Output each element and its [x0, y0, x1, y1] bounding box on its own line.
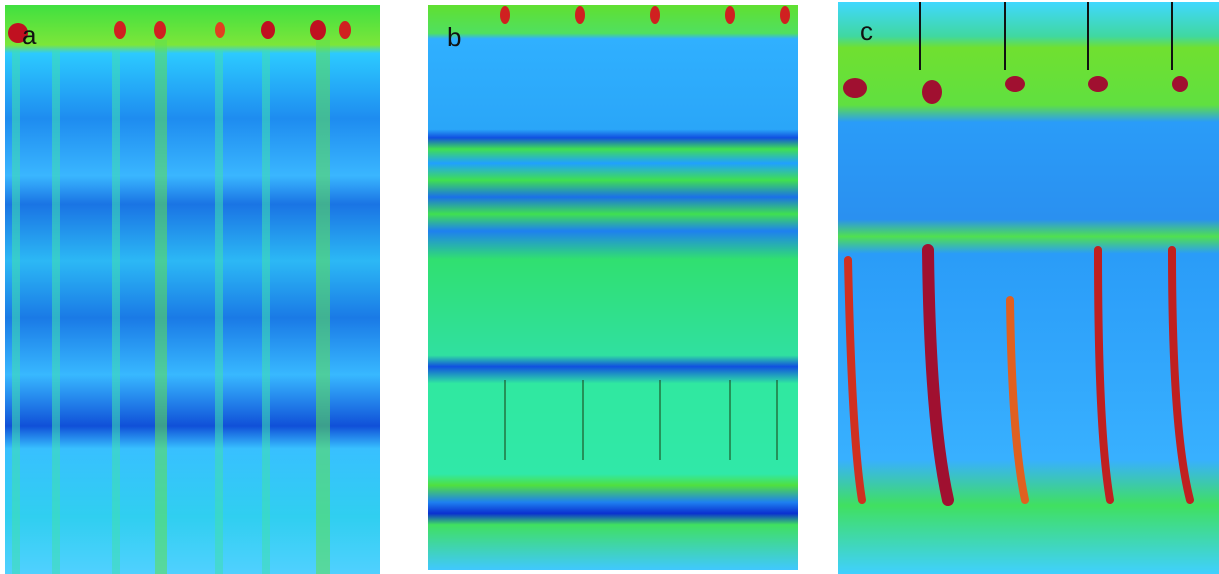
spot: [1005, 76, 1025, 92]
stripe: [155, 40, 167, 574]
spot: [650, 6, 660, 24]
spot: [114, 21, 126, 39]
stripe: [316, 40, 330, 574]
stripe: [262, 50, 270, 574]
spot: [922, 80, 942, 104]
spot: [843, 78, 867, 98]
spot: [500, 6, 510, 24]
spot: [310, 20, 326, 40]
spot: [575, 6, 585, 24]
spot: [1088, 76, 1108, 92]
stripe: [215, 50, 223, 574]
spot: [261, 21, 275, 39]
spot: [154, 21, 166, 39]
figure: a b: [0, 0, 1219, 574]
spot: [725, 6, 735, 24]
stripe: [12, 50, 20, 574]
heatmap: [838, 2, 1219, 574]
stripe: [52, 50, 60, 574]
spot: [215, 22, 225, 38]
panel-label: b: [447, 22, 461, 52]
panel-c: c: [838, 2, 1219, 574]
stripe: [112, 50, 120, 574]
panel-label: a: [22, 20, 37, 50]
spot: [780, 6, 790, 24]
spot: [1172, 76, 1188, 92]
page: a b: [0, 0, 1219, 574]
heatmap: [428, 5, 798, 570]
panel-a: a: [5, 5, 380, 574]
panel-b: b: [428, 5, 798, 570]
panel-label: c: [860, 16, 873, 46]
spot: [339, 21, 351, 39]
